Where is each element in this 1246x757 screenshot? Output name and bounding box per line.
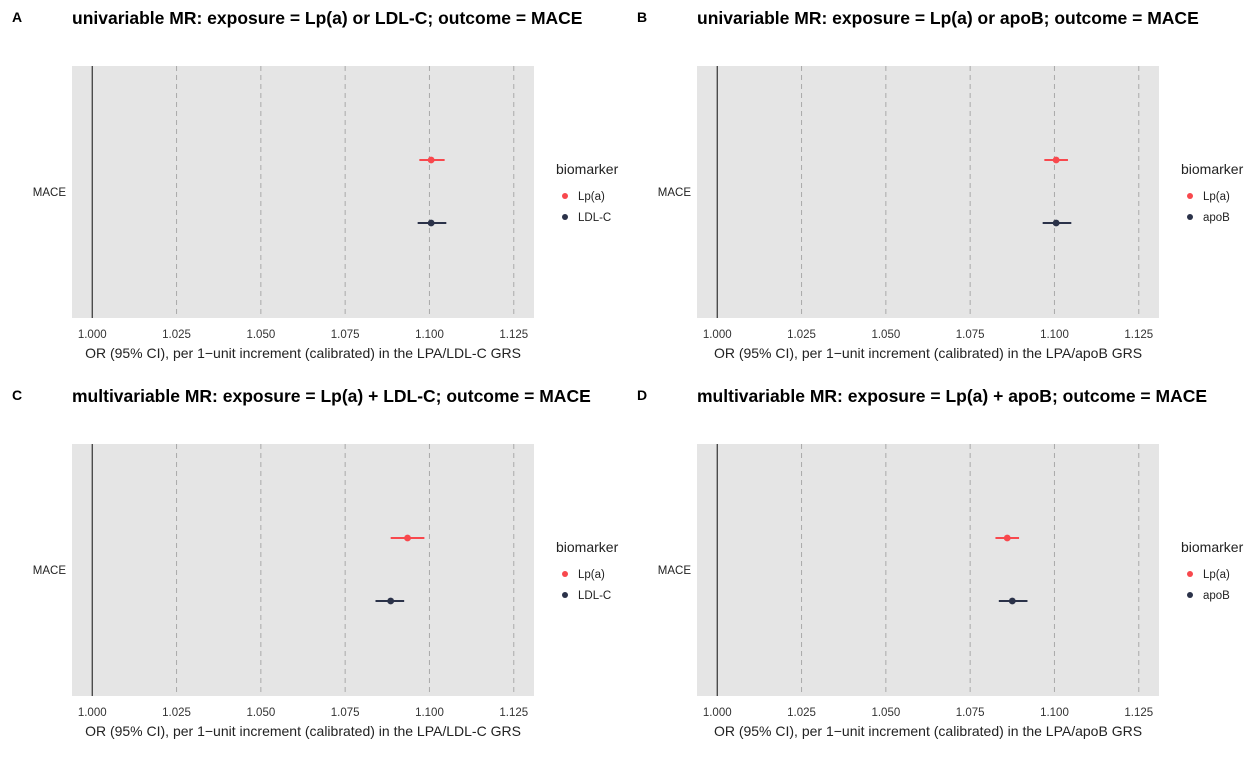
x-axis-label: OR (95% CI), per 1−unit increment (calib… (85, 345, 521, 361)
x-tick-label: 1.100 (415, 707, 444, 719)
x-tick-label: 1.100 (415, 329, 444, 341)
x-tick-label: 1.100 (1040, 329, 1069, 341)
panel-title: multivariable MR: exposure = Lp(a) + LDL… (72, 386, 591, 406)
panel-title: univariable MR: exposure = Lp(a) or LDL-… (72, 8, 582, 28)
panel-tag: B (637, 9, 647, 25)
x-tick-label: 1.075 (956, 707, 985, 719)
panel-title: multivariable MR: exposure = Lp(a) + apo… (697, 386, 1207, 406)
x-tick-label: 1.025 (787, 329, 816, 341)
x-tick-label: 1.000 (703, 329, 732, 341)
y-tick-label: MACE (658, 565, 692, 577)
x-tick-label: 1.050 (246, 707, 275, 719)
legend-label: Lp(a) (1203, 191, 1230, 203)
y-tick-label: MACE (658, 187, 692, 199)
x-axis-label: OR (95% CI), per 1−unit increment (calib… (85, 723, 521, 739)
x-tick-label: 1.050 (246, 329, 275, 341)
legend-label: Lp(a) (578, 569, 605, 581)
panel-tag: A (12, 9, 22, 25)
x-tick-label: 1.100 (1040, 707, 1069, 719)
x-tick-label: 1.025 (162, 707, 191, 719)
legend-key (562, 214, 568, 220)
x-tick-label: 1.000 (78, 707, 107, 719)
panel-title: univariable MR: exposure = Lp(a) or apoB… (697, 8, 1199, 28)
legend-label: LDL-C (578, 212, 611, 224)
legend-label: apoB (1203, 212, 1230, 224)
x-axis-label: OR (95% CI), per 1−unit increment (calib… (714, 723, 1142, 739)
plot-background (72, 444, 534, 696)
point-ldlc (427, 219, 435, 227)
x-tick-label: 1.075 (331, 329, 360, 341)
legend-label: Lp(a) (1203, 569, 1230, 581)
x-tick-label: 1.125 (499, 329, 528, 341)
panel-tag: D (637, 387, 647, 403)
point-lpa (1052, 156, 1060, 164)
legend-key (1187, 193, 1193, 199)
point-lpa (1003, 534, 1011, 542)
legend-key (562, 571, 568, 577)
point-apob (1052, 219, 1060, 227)
legend-key (562, 592, 568, 598)
plot-background (697, 66, 1159, 318)
x-tick-label: 1.050 (871, 707, 900, 719)
x-axis-label: OR (95% CI), per 1−unit increment (calib… (714, 345, 1142, 361)
x-tick-label: 1.075 (331, 707, 360, 719)
x-tick-label: 1.125 (1124, 707, 1153, 719)
x-tick-label: 1.000 (78, 329, 107, 341)
legend-key (1187, 592, 1193, 598)
point-lpa (427, 156, 435, 164)
legend-key (1187, 571, 1193, 577)
x-tick-label: 1.025 (787, 707, 816, 719)
x-tick-label: 1.000 (703, 707, 732, 719)
x-tick-label: 1.075 (956, 329, 985, 341)
plot-background (72, 66, 534, 318)
y-tick-label: MACE (33, 565, 67, 577)
x-tick-label: 1.025 (162, 329, 191, 341)
panel-tag: C (12, 387, 22, 403)
legend-key (562, 193, 568, 199)
x-tick-label: 1.125 (1124, 329, 1153, 341)
y-tick-label: MACE (33, 187, 67, 199)
legend-key (1187, 214, 1193, 220)
x-tick-label: 1.050 (871, 329, 900, 341)
point-ldlc (387, 597, 395, 605)
point-lpa (404, 534, 411, 542)
legend-label: Lp(a) (578, 191, 605, 203)
legend-label: LDL-C (578, 590, 611, 602)
legend-title: biomarker (556, 539, 619, 555)
legend-title: biomarker (1181, 161, 1244, 177)
legend-title: biomarker (1181, 539, 1244, 555)
legend-title: biomarker (556, 161, 619, 177)
plot-background (697, 444, 1159, 696)
x-tick-label: 1.125 (499, 707, 528, 719)
legend-label: apoB (1203, 590, 1230, 602)
point-apob (1008, 597, 1016, 605)
